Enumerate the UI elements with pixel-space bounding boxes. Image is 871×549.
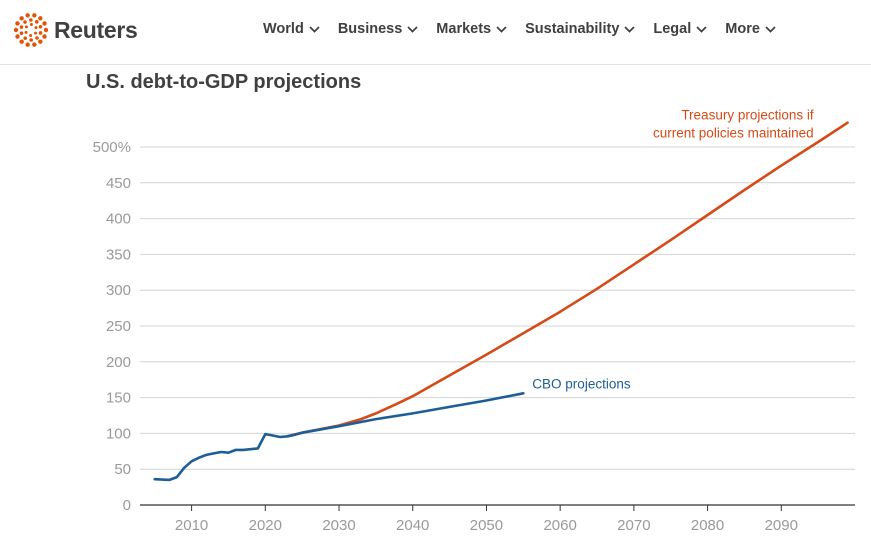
nav-item-sustainability[interactable]: Sustainability: [525, 21, 635, 37]
logo-dot: [38, 31, 43, 35]
nav-item-label: World: [263, 21, 304, 37]
reuters-dots-logo-icon: [14, 13, 48, 47]
nav-item-markets[interactable]: Markets: [436, 21, 507, 37]
logo-dot: [25, 42, 30, 47]
logo-dot: [29, 23, 33, 27]
logo-dot: [34, 20, 39, 24]
y-tick-label: 350: [106, 246, 131, 263]
series-lines: [153, 121, 849, 482]
logo-dot: [25, 13, 30, 18]
chevron-down-icon: [765, 25, 776, 33]
x-tick-label: 2020: [249, 517, 282, 534]
x-tick-label: 2090: [765, 517, 798, 534]
nav-item-label: More: [725, 21, 760, 37]
site-header: Reuters World Business Markets Sustainab…: [0, 0, 871, 65]
chevron-down-icon: [496, 25, 507, 33]
logo-text: Reuters: [54, 16, 138, 43]
logo-dot: [29, 18, 33, 22]
logo-dot: [19, 16, 24, 21]
logo-dot: [14, 27, 19, 33]
nav-item-more[interactable]: More: [725, 21, 776, 37]
logo-dot: [24, 30, 28, 34]
grid-lines: [140, 146, 855, 506]
logo-dot: [42, 21, 47, 26]
logo-dot: [29, 33, 33, 37]
chevron-down-icon: [624, 25, 635, 33]
logo-dot: [34, 26, 38, 30]
x-tick-label: 2050: [470, 517, 503, 534]
logo-dot: [23, 36, 28, 40]
y-tick-label: 50: [114, 461, 131, 478]
logo-dot: [43, 27, 48, 33]
nav-item-label: Business: [337, 21, 403, 37]
nav-item-world[interactable]: World: [263, 21, 320, 37]
logo-dot: [29, 38, 33, 42]
logo-dot: [32, 13, 37, 18]
y-tick-label: 250: [106, 318, 131, 335]
x-tick-label: 2030: [322, 517, 355, 534]
logo-dot: [38, 39, 43, 44]
treasury-label-line: current policies maintained: [653, 126, 814, 141]
logo-dot: [38, 24, 43, 29]
y-tick-label: 450: [106, 175, 131, 192]
logo-dot: [24, 25, 28, 29]
chevron-down-icon: [407, 25, 418, 33]
logo-dot: [23, 20, 27, 24]
y-tick-label: 300: [106, 282, 131, 299]
y-tick-label: 400: [106, 211, 131, 228]
logo-dot: [34, 31, 38, 35]
chevron-down-icon: [309, 25, 320, 33]
logo-dot: [38, 16, 43, 21]
x-tick-label: 2070: [617, 517, 650, 534]
cbo-label: CBO projections: [532, 376, 631, 391]
chart-title: U.S. debt-to-GDP projections: [86, 71, 362, 93]
logo-dot: [42, 34, 47, 39]
x-tick-label: 2010: [175, 517, 208, 534]
treasury-label-line: Treasury projections if: [681, 108, 814, 123]
logo-dot: [19, 31, 24, 36]
x-axis-ticks: 2010 2020 2030 2040 2050 2060 2070 2080 2090: [175, 505, 798, 534]
nav-item-label: Legal: [653, 21, 692, 37]
logo-dot: [15, 21, 20, 26]
x-tick-label: 2040: [396, 517, 429, 534]
reuters-logo[interactable]: Reuters: [14, 13, 138, 47]
logo-dot: [32, 42, 37, 47]
logo-dot: [19, 39, 24, 44]
cbo-projections-line: [153, 392, 525, 482]
y-tick-label: 0: [123, 497, 131, 514]
chevron-down-icon: [696, 25, 707, 33]
nav-item-label: Markets: [436, 21, 492, 37]
nav-item-legal[interactable]: Legal: [653, 21, 707, 37]
nav-item-label: Sustainability: [525, 21, 620, 37]
debt-to-gdp-chart: 0 50 100 150 200 250 300 350 400 450 500% 2010 2020…: [93, 108, 855, 534]
y-axis-ticks: 0 50 100 150 200 250 300 350 400 450 500%: [93, 139, 131, 514]
logo-dot: [15, 34, 20, 39]
main-nav: World Business Markets Sustainability Le…: [263, 21, 794, 37]
x-tick-label: 2080: [691, 517, 724, 534]
y-tick-label: 200: [106, 354, 131, 371]
logo-dot: [35, 36, 39, 40]
nav-item-business[interactable]: Business: [338, 21, 418, 37]
x-tick-label: 2060: [543, 517, 576, 534]
logo-dot: [19, 25, 24, 29]
y-tick-label: 150: [106, 390, 131, 407]
y-tick-label: 100: [106, 425, 131, 442]
y-tick-label: 500%: [93, 139, 131, 156]
series-annotations: Treasury projections if current policies …: [532, 108, 814, 392]
